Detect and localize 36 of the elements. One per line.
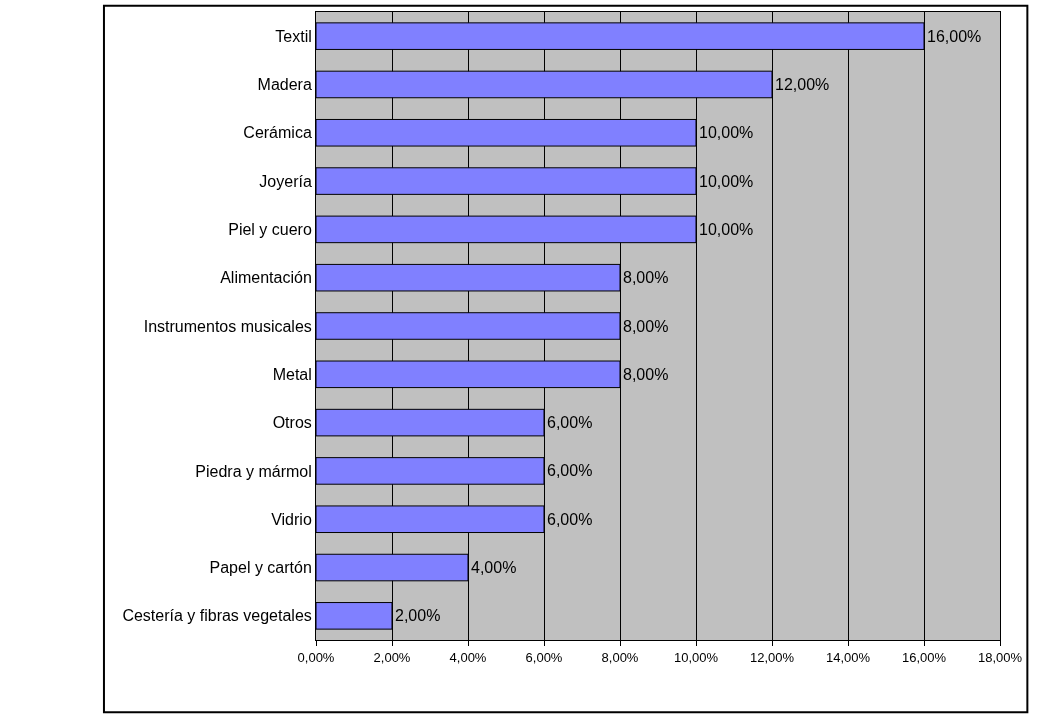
y-tick-label: Papel y cartón [209, 559, 312, 577]
y-tick-label: Piedra y mármol [195, 462, 312, 480]
y-tick-label: Piel y cuero [228, 220, 312, 238]
y-tick-label: Madera [257, 76, 312, 94]
y-tick-label: Cerámica [243, 124, 312, 142]
data-label: 8,00% [623, 269, 669, 287]
y-tick-label: Vidrio [271, 510, 312, 528]
y-tick-label: Instrumentos musicales [143, 317, 312, 335]
x-tick-label: 10,00% [673, 649, 719, 665]
data-label: 10,00% [699, 172, 754, 190]
x-tick-label: 14,00% [825, 649, 871, 665]
x-tick-label: 4,00% [449, 649, 487, 665]
y-tick-label: Otros [272, 414, 312, 432]
data-label: 2,00% [395, 607, 441, 625]
data-label: 10,00% [699, 220, 754, 238]
data-label: 12,00% [775, 75, 830, 93]
data-label: 8,00% [623, 317, 669, 335]
data-label: 6,00% [547, 510, 593, 528]
x-tick-label: 16,00% [901, 649, 947, 665]
data-label: 4,00% [471, 559, 517, 577]
x-tick-label: 18,00% [977, 649, 1023, 665]
y-tick-label: Alimentación [220, 269, 312, 287]
x-tick-label: 8,00% [601, 649, 639, 665]
y-tick-label: Cestería y fibras vegetales [122, 607, 312, 625]
y-tick-label: Metal [272, 365, 312, 383]
y-tick-label: Joyería [259, 172, 312, 190]
data-label: 8,00% [623, 365, 669, 383]
data-label: 10,00% [699, 124, 754, 142]
data-label: 6,00% [547, 462, 593, 480]
x-tick-label: 0,00% [297, 649, 335, 665]
y-tick-label: Textil [275, 27, 312, 45]
x-tick-label: 6,00% [525, 649, 563, 665]
x-tick-label: 12,00% [749, 649, 795, 665]
x-tick-label: 2,00% [373, 649, 411, 665]
data-label: 6,00% [547, 414, 593, 432]
data-label: 16,00% [927, 27, 982, 45]
